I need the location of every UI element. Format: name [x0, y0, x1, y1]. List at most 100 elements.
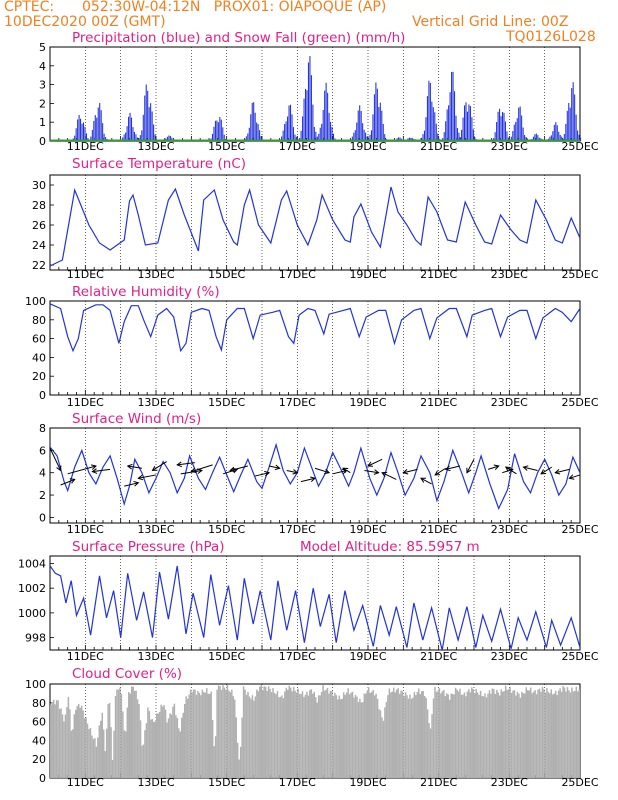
- cloud-bar: [504, 685, 507, 778]
- cloud-bar: [253, 700, 255, 778]
- cloud-bar: [435, 691, 438, 778]
- cloud-bar: [79, 707, 81, 778]
- wind-arrow-head: [91, 468, 98, 474]
- cloud-bar: [83, 718, 86, 778]
- wind-arrow: [505, 466, 517, 475]
- y-tick-label: 30: [32, 179, 46, 192]
- cloud-bar: [547, 692, 550, 778]
- cloud-bar: [153, 721, 155, 778]
- precip-bar: [322, 109, 324, 141]
- cloud-bar: [164, 709, 167, 778]
- precip-bar: [359, 105, 361, 141]
- cloud-bar: [281, 695, 283, 778]
- precip-bar: [132, 127, 134, 141]
- precip-bar: [332, 133, 335, 141]
- wind-arrow-head: [420, 477, 427, 483]
- cloud-bar: [577, 691, 579, 778]
- cloud-bar: [216, 689, 218, 778]
- wind-arrow-head: [434, 470, 441, 476]
- cloud-bar: [298, 693, 301, 778]
- cloud-bar: [503, 691, 505, 778]
- precip-bar: [284, 124, 286, 141]
- x-tick-label: 17DEC: [279, 523, 316, 536]
- precip-bar: [370, 130, 373, 141]
- precip-bar: [285, 121, 287, 141]
- wind-arrow-head: [540, 469, 547, 475]
- cloud-bar: [384, 707, 386, 778]
- wind-arrow: [300, 477, 316, 483]
- precip-bar: [578, 134, 580, 141]
- precip-bar: [213, 126, 215, 141]
- cloud-bar: [300, 693, 302, 778]
- cloud-bar: [381, 717, 383, 778]
- cloud-bar: [550, 689, 553, 778]
- cloud-bar: [469, 692, 472, 778]
- y-tick-label: 1004: [18, 557, 46, 570]
- cloud-bar: [289, 687, 292, 778]
- x-tick-label: 19DEC: [349, 396, 386, 409]
- cloud-bar: [266, 690, 268, 778]
- cloud-bar: [91, 735, 93, 778]
- cloud-bar: [166, 722, 168, 778]
- cloud-bar: [345, 692, 348, 778]
- precip-bar: [501, 112, 504, 141]
- cloud-bar: [447, 694, 449, 778]
- precip-bar: [356, 122, 358, 141]
- cloud-bar: [451, 693, 454, 778]
- precip-panel: 0 1 2 3 4 5 11DEC 13DEC 15DEC 17DEC 19DEC 21DEC 23DE…: [39, 41, 599, 153]
- cloud-bar: [135, 690, 137, 778]
- precip-bar: [453, 91, 456, 141]
- cloud-bar: [211, 719, 214, 778]
- precip-bar: [494, 132, 496, 141]
- cloud-bar: [453, 694, 455, 778]
- cloud-bar: [348, 694, 351, 778]
- cloud-bar: [531, 693, 533, 778]
- wind-arrow: [127, 465, 142, 469]
- cloud-title: Cloud Cover (%): [72, 666, 183, 682]
- x-tick-label: 17DEC: [279, 776, 316, 789]
- cloud-bar: [107, 704, 109, 778]
- wind-arrow-head: [137, 474, 144, 481]
- cloud-bar: [284, 691, 286, 778]
- wind-arrow: [555, 468, 570, 474]
- wind-arrow: [381, 472, 397, 480]
- cloud-bar: [472, 689, 474, 778]
- x-tick-label: 13DEC: [137, 268, 174, 281]
- cloud-bar: [444, 696, 447, 778]
- precip-bar: [94, 115, 96, 141]
- precip-bar: [150, 103, 152, 141]
- x-tick-label: 25DEC: [561, 650, 598, 663]
- cloud-bar: [562, 686, 564, 778]
- cloud-bar: [259, 686, 261, 778]
- cloud-bar: [142, 744, 145, 778]
- wind-arrow: [466, 459, 475, 473]
- cloud-bar: [182, 712, 184, 778]
- precip-bar: [304, 88, 307, 141]
- precip-bar: [452, 71, 454, 141]
- cloud-bar: [160, 704, 162, 778]
- cloud-bar: [192, 689, 195, 778]
- cloud-bar: [510, 692, 513, 778]
- wind-arrow-head: [69, 478, 76, 484]
- precip-bar: [216, 120, 218, 141]
- cloud-bar: [194, 689, 196, 778]
- cloud-bar: [462, 694, 464, 778]
- precip-bar: [534, 134, 536, 141]
- cloud-bar: [488, 690, 491, 778]
- cloud-bar: [572, 691, 575, 778]
- cloud-bar: [429, 728, 432, 778]
- precip-bar: [569, 107, 571, 141]
- cloud-bar: [468, 689, 470, 778]
- y-tick-label: 0: [39, 511, 46, 524]
- cloud-bar: [285, 687, 288, 778]
- cloud-bar: [481, 695, 483, 778]
- wind-arrow: [177, 462, 195, 466]
- y-tick-label: 40: [32, 351, 46, 364]
- cloud-bar: [273, 692, 276, 778]
- precip-bar: [319, 127, 321, 141]
- y-tick-label: 0: [39, 772, 46, 785]
- cloud-bar: [471, 687, 473, 778]
- cloud-panel: 0 20 40 60 80 100 11DEC 13DEC 15DEC 17DEC 19DEC 21D…: [25, 678, 599, 789]
- wind-arrow-head: [229, 466, 236, 473]
